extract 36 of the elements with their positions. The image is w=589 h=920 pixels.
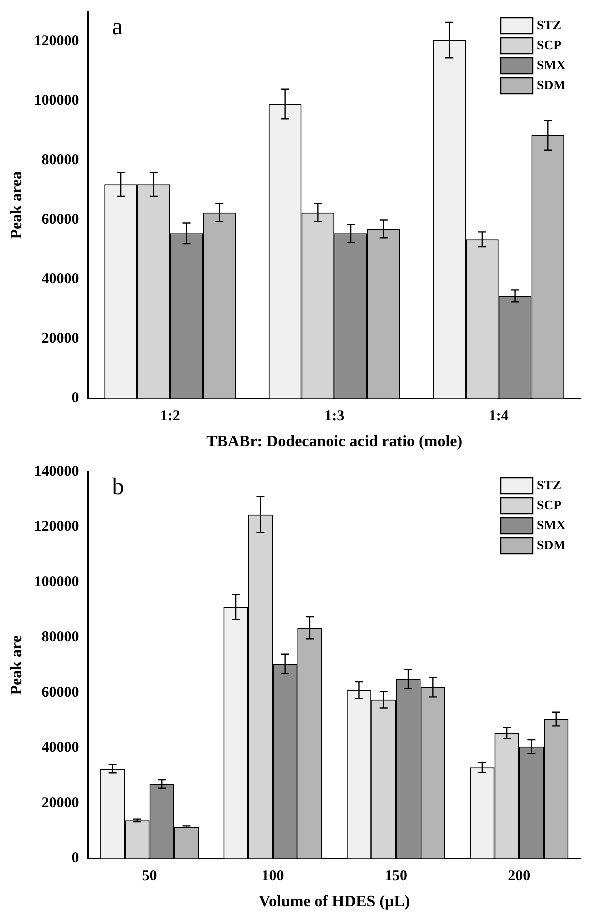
annotation: a: [112, 14, 124, 40]
legend-label: SCP: [537, 497, 562, 512]
y-tick-label: 60000: [42, 684, 80, 701]
y-tick-label: 100000: [34, 93, 80, 110]
y-tick-label: 60000: [42, 212, 80, 228]
x-tick-label: 1:3: [324, 408, 345, 425]
x-tick-label: 200: [508, 868, 531, 885]
x-tick-label: 1:4: [488, 408, 510, 425]
y-tick-label: 0: [72, 390, 80, 407]
y-tick-label: 20000: [42, 331, 80, 348]
y-tick-label: 40000: [42, 272, 80, 288]
y-tick-label: 120000: [34, 34, 80, 50]
y-axis-title: Peak area: [8, 172, 26, 240]
annotation: b: [112, 474, 124, 500]
y-tick-label: 0: [72, 850, 80, 867]
y-tick-label: 140000: [34, 464, 80, 480]
legend-label: STZ: [537, 477, 562, 492]
x-tick-label: 150: [384, 868, 408, 885]
x-tick-label: 50: [142, 868, 158, 885]
legend-label: STZ: [537, 17, 562, 32]
legend-label: SDM: [537, 77, 566, 92]
legend-label: SDM: [537, 537, 566, 552]
y-axis-title: Peak are: [8, 636, 26, 696]
legend-label: SCP: [537, 37, 562, 52]
x-tick-label: 1:2: [160, 408, 180, 425]
legend-label: SMX: [537, 517, 566, 532]
x-tick-label: 100: [262, 868, 284, 885]
y-tick-label: 40000: [42, 740, 80, 756]
y-tick-label: 20000: [42, 795, 80, 812]
x-axis-title: TBABr: Dodecanoic acid ratio (mole): [206, 434, 463, 451]
y-tick-label: 100000: [34, 574, 80, 590]
x-axis-title: Volume of HDES (µL): [258, 894, 410, 911]
y-tick-label: 80000: [42, 152, 80, 169]
legend-label: SMX: [537, 57, 566, 72]
y-tick-label: 80000: [42, 630, 80, 646]
y-tick-label: 120000: [34, 519, 80, 536]
